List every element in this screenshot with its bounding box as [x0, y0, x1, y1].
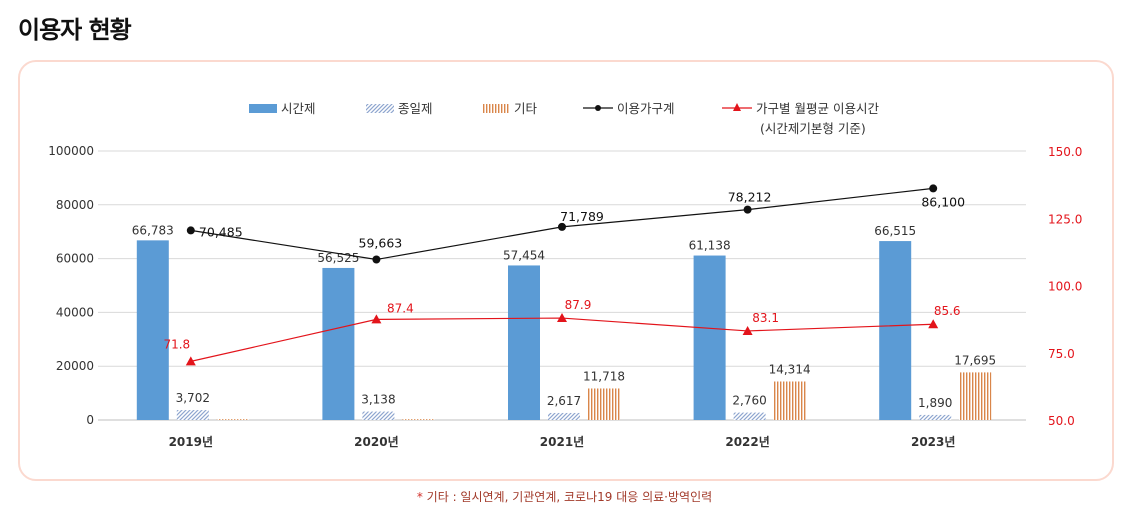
footnote: * 기타 : 일시연계, 기관연계, 코로나19 대응 의료·방역인력 [0, 488, 1129, 505]
legend-swatch-fullday [366, 104, 394, 113]
households-data-label: 86,100 [921, 194, 965, 209]
footnote-text: 기타 : 일시연계, 기관연계, 코로나19 대응 의료·방역인력 [426, 490, 713, 504]
usage-data-label: 85.6 [934, 304, 961, 318]
bar-other [773, 381, 806, 420]
bar-other [402, 419, 435, 420]
households-data-label: 70,485 [199, 224, 243, 239]
bar-data-label: 57,454 [503, 248, 545, 262]
bar-data-label: 66,783 [132, 223, 174, 237]
bar-data-label: 66,515 [874, 224, 916, 238]
legend-marker-usage [733, 103, 741, 111]
y-right-tick: 75.0 [1048, 347, 1075, 361]
page-title: 이용자 현황 [18, 16, 132, 44]
usage-point [185, 356, 196, 366]
bar-data-label: 61,138 [689, 239, 731, 253]
bar-data-label: 3,138 [361, 393, 395, 407]
usage-point [557, 313, 567, 323]
x-axis-tick-label: 2019년 [169, 435, 213, 449]
y-right-tick: 150.0 [1048, 145, 1082, 159]
usage-point [742, 325, 753, 335]
legend-label-households: 이용가구계 [617, 101, 675, 116]
households-point [186, 226, 195, 235]
households-point [929, 184, 938, 193]
y-left-tick: 100000 [48, 144, 94, 158]
legend-swatch-other [482, 104, 510, 113]
bar-other [588, 388, 620, 420]
bar-other [216, 419, 249, 420]
bar-hourly [879, 241, 912, 420]
bar-fullday [733, 412, 766, 420]
bar-hourly [136, 240, 169, 420]
bar-fullday [919, 414, 952, 420]
bar-hourly [322, 267, 355, 420]
legend-label-hourly: 시간제 [281, 101, 316, 116]
bar-hourly [508, 265, 540, 420]
bar-data-label: 2,617 [547, 394, 581, 408]
households-data-label: 78,212 [728, 190, 772, 205]
usage-point [371, 314, 382, 324]
y-right-tick: 125.0 [1048, 212, 1082, 226]
bar-fullday [176, 410, 209, 420]
legend-label-other: 기타 [514, 101, 538, 116]
legend-label-usage: 가구별 월평균 이용시간 [756, 101, 879, 116]
x-axis-tick-label: 2022년 [725, 435, 769, 449]
legend: 시간제 종일제 기타 이용가구계 가구별 월평균 이용시간 (시간제기본형 기준) [249, 101, 879, 136]
bar-data-label: 14,314 [769, 362, 811, 376]
bar-data-label: 2,760 [732, 394, 766, 408]
bar-data-label: 17,695 [954, 353, 996, 367]
bar-data-label: 1,890 [918, 396, 952, 410]
usage-point [928, 319, 939, 329]
line-usage-hours [190, 317, 934, 362]
bar-hourly [693, 255, 726, 420]
x-axis-tick-label: 2021년 [540, 435, 584, 449]
y-right-tick: 100.0 [1048, 280, 1082, 294]
bar-fullday [548, 412, 580, 420]
households-point [558, 222, 566, 231]
y-right-tick: 50.0 [1048, 414, 1075, 428]
usage-data-label: 87.4 [387, 301, 414, 315]
y-left-tick: 60000 [56, 252, 94, 266]
bar-other [959, 372, 992, 420]
households-point [372, 255, 381, 264]
bar-data-label: 56,525 [317, 251, 359, 265]
legend-marker-households [595, 105, 601, 111]
bar-data-label: 11,718 [583, 369, 625, 383]
legend-swatch-hourly [249, 104, 277, 113]
y-left-tick: 20000 [56, 359, 94, 373]
x-axis-tick-label: 2020년 [354, 435, 398, 449]
usage-data-label: 83.1 [752, 311, 779, 325]
usage-data-label: 71.8 [163, 337, 190, 351]
x-axis-tick-label: 2023년 [911, 435, 955, 449]
usage-data-label: 87.9 [565, 298, 592, 312]
legend-label-fullday: 종일제 [398, 101, 433, 116]
footnote-star: * [416, 490, 423, 504]
households-point [743, 205, 752, 214]
y-left-tick: 0 [86, 413, 94, 427]
y-left-tick: 80000 [56, 198, 94, 212]
bar-data-label: 3,702 [176, 391, 210, 405]
legend-label-usage-sub: (시간제기본형 기준) [760, 121, 866, 136]
households-data-label: 59,663 [359, 236, 403, 251]
y-left-tick: 40000 [56, 305, 94, 319]
bar-fullday [362, 411, 395, 420]
households-data-label: 71,789 [560, 209, 604, 224]
